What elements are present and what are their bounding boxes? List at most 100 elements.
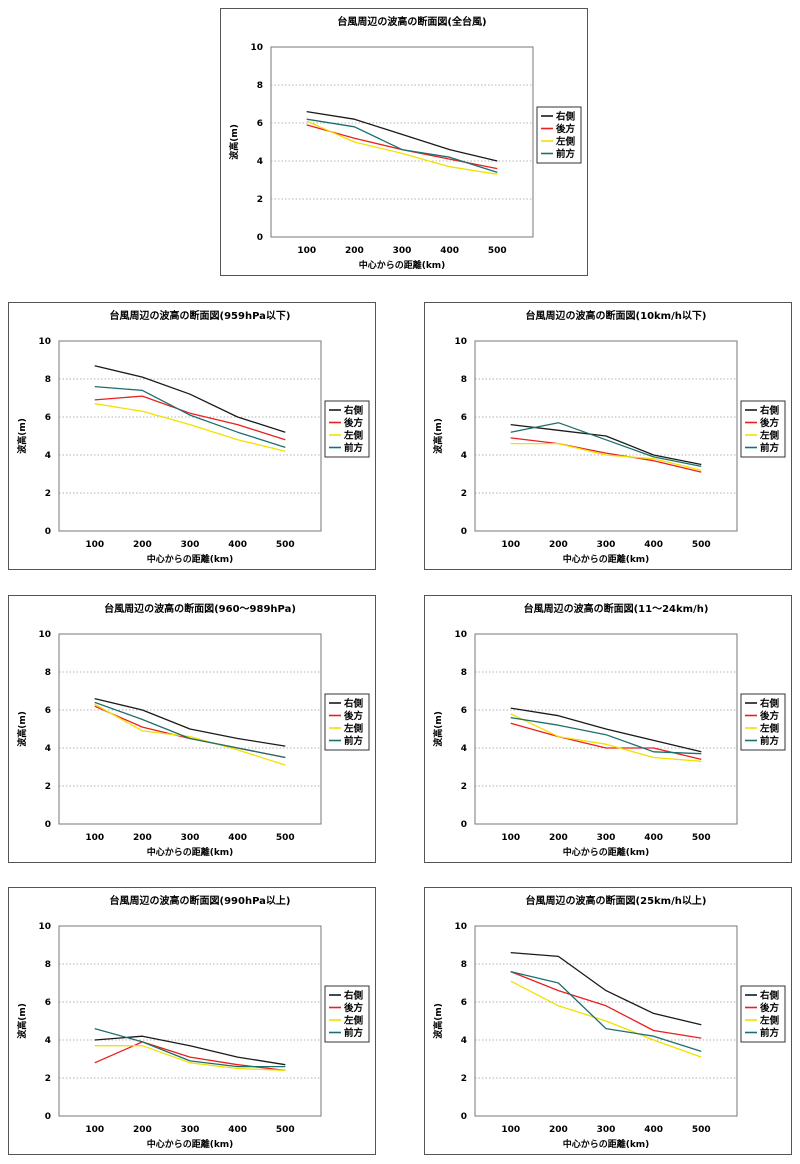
y-tick-label: 0 — [45, 820, 51, 830]
y-tick-label: 8 — [461, 375, 467, 385]
x-tick-label: 200 — [549, 540, 568, 550]
y-tick-label: 2 — [461, 1074, 467, 1084]
x-tick-label: 300 — [597, 833, 616, 843]
legend-label: 後方 — [760, 417, 780, 429]
legend-label: 右側 — [555, 111, 576, 123]
chart-panel-all-typhoons: 台風周辺の波高の断面図(全台風) 0 2 4 6 8 10 100 200 300 400 500 中心… — [220, 8, 588, 276]
series-line-4 — [510, 970, 702, 1053]
legend-label: 後方 — [556, 123, 576, 135]
y-tick-label: 10 — [38, 630, 51, 640]
y-tick-label: 8 — [461, 960, 467, 970]
legend-label: 後方 — [344, 710, 364, 722]
y-tick-label: 8 — [45, 375, 51, 385]
series-line-4 — [94, 1027, 286, 1068]
legend-label: 左側 — [555, 136, 576, 148]
chart-title: 台風周辺の波高の断面図(25km/h以上) — [526, 894, 707, 907]
y-tick-label: 4 — [45, 1036, 51, 1046]
chart-title: 台風周辺の波高の断面図(10km/h以下) — [526, 309, 707, 322]
chart-panel-990hpa-or-more: 台風周辺の波高の断面図(990hPa以上) 0 2 4 6 8 10 100 200 300 400… — [8, 887, 376, 1155]
y-axis-label: 波高(m) — [432, 1003, 444, 1039]
x-tick-label: 400 — [440, 246, 459, 256]
y-axis-label: 波高(m) — [16, 418, 28, 454]
legend-label: 左側 — [343, 723, 364, 735]
x-tick-label: 300 — [597, 540, 616, 550]
legend-label: 左側 — [343, 1015, 364, 1027]
y-tick-label: 0 — [461, 1112, 467, 1122]
series-line-1 — [510, 423, 702, 466]
x-tick-label: 400 — [644, 540, 663, 550]
series-line-2 — [510, 437, 702, 473]
x-axis-label: 中心からの距離(km) — [147, 846, 234, 858]
x-tick-label: 100 — [85, 540, 104, 550]
x-tick-label: 500 — [276, 833, 295, 843]
chart-panel-10kmh-or-less: 台風周辺の波高の断面図(10km/h以下) 0 2 4 6 8 10 100 200 300 400… — [424, 302, 792, 570]
series-line-4 — [94, 701, 286, 759]
chart-svg: 台風周辺の波高の断面図(959hPa以下) 0 2 4 6 8 10 100 200 300 400… — [16, 309, 370, 565]
y-tick-label: 6 — [461, 998, 467, 1008]
legend-label: 後方 — [344, 1002, 364, 1014]
legend-label: 右側 — [343, 405, 364, 417]
x-tick-label: 500 — [276, 1125, 295, 1135]
legend-label: 左側 — [759, 723, 780, 735]
series-line-4 — [510, 422, 702, 468]
series-line-3 — [510, 442, 702, 471]
legend-label: 前方 — [344, 735, 364, 747]
x-tick-label: 200 — [345, 246, 364, 256]
x-tick-label: 500 — [692, 1125, 711, 1135]
series-line-4 — [510, 716, 702, 755]
y-tick-label: 6 — [45, 413, 51, 423]
x-tick-label: 500 — [692, 540, 711, 550]
legend-label: 前方 — [344, 442, 364, 454]
series-line-3 — [510, 980, 702, 1058]
x-tick-label: 100 — [501, 1125, 520, 1135]
x-axis-label: 中心からの距離(km) — [147, 1138, 234, 1150]
x-tick-label: 200 — [549, 833, 568, 843]
x-tick-label: 300 — [181, 1125, 200, 1135]
x-tick-label: 400 — [228, 833, 247, 843]
y-tick-label: 0 — [45, 527, 51, 537]
chart-panel-25kmh-or-more: 台風周辺の波高の断面図(25km/h以上) 0 2 4 6 8 10 100 200 300 400… — [424, 887, 792, 1155]
x-axis-label: 中心からの距離(km) — [563, 846, 650, 858]
chart-svg: 台風周辺の波高の断面図(990hPa以上) 0 2 4 6 8 10 100 200 300 400… — [16, 894, 370, 1150]
legend-label: 前方 — [556, 148, 576, 160]
y-tick-label: 4 — [45, 451, 51, 461]
legend-label: 左側 — [759, 430, 780, 442]
legend-label: 前方 — [760, 442, 780, 454]
x-tick-label: 400 — [228, 1125, 247, 1135]
legend-label: 前方 — [760, 735, 780, 747]
legend-label: 右側 — [759, 990, 780, 1002]
legend-label: 後方 — [344, 417, 364, 429]
y-tick-label: 4 — [45, 744, 51, 754]
y-tick-label: 2 — [461, 489, 467, 499]
series-line-1 — [306, 110, 498, 162]
legend-label: 左側 — [343, 430, 364, 442]
chart-panel-960-989hpa: 台風周辺の波高の断面図(960～989hPa) 0 2 4 6 8 10 100 200 300 4… — [8, 595, 376, 863]
y-tick-label: 0 — [461, 820, 467, 830]
x-tick-label: 400 — [228, 540, 247, 550]
legend-label: 後方 — [760, 710, 780, 722]
y-tick-label: 4 — [461, 744, 467, 754]
x-tick-label: 100 — [501, 833, 520, 843]
legend-label: 右側 — [343, 698, 364, 710]
series-line-4 — [94, 385, 286, 449]
y-tick-label: 6 — [461, 706, 467, 716]
legend-label: 右側 — [759, 698, 780, 710]
y-tick-label: 0 — [461, 527, 467, 537]
x-tick-label: 200 — [133, 1125, 152, 1135]
series-line-3 — [510, 713, 702, 762]
x-tick-label: 400 — [644, 1125, 663, 1135]
y-tick-label: 0 — [257, 233, 263, 243]
x-tick-label: 500 — [692, 833, 711, 843]
chart-svg: 台風周辺の波高の断面図(11～24km/h) 0 2 4 6 8 10 100 200 300 40… — [432, 602, 786, 858]
y-tick-label: 10 — [38, 337, 51, 347]
y-tick-label: 8 — [461, 668, 467, 678]
series-line-1 — [94, 365, 286, 433]
chart-svg: 台風周辺の波高の断面図(全台風) 0 2 4 6 8 10 100 200 300 400 500 中心… — [228, 15, 582, 271]
x-tick-label: 200 — [133, 833, 152, 843]
y-tick-label: 0 — [45, 1112, 51, 1122]
y-tick-label: 10 — [38, 922, 51, 932]
y-tick-label: 10 — [454, 922, 467, 932]
series-line-3 — [306, 120, 498, 175]
chart-title: 台風周辺の波高の断面図(959hPa以下) — [110, 309, 291, 322]
legend-label: 右側 — [343, 990, 364, 1002]
